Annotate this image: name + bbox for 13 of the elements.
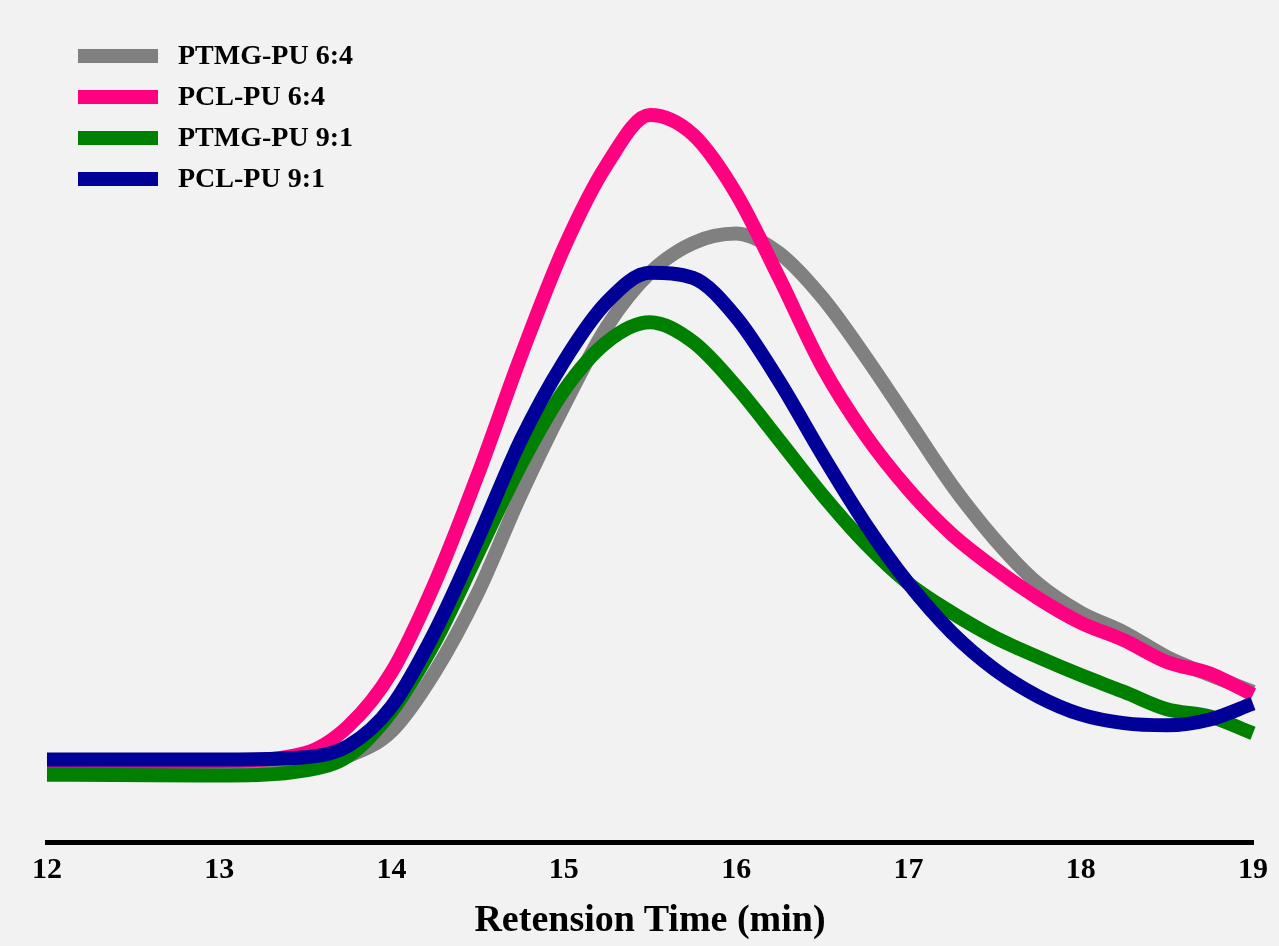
x-tick-label: 13 bbox=[204, 851, 235, 885]
x-axis-title: Retension Time (min) bbox=[474, 897, 826, 941]
x-tick-label: 12 bbox=[32, 851, 62, 885]
legend-label: PCL-PU 9:1 bbox=[178, 162, 325, 194]
x-tick-label: 16 bbox=[721, 851, 752, 885]
x-tick-label: 15 bbox=[548, 851, 579, 885]
legend-label: PTMG-PU 9:1 bbox=[178, 121, 353, 153]
x-tick-label: 18 bbox=[1065, 851, 1096, 885]
x-tick-label: 19 bbox=[1238, 851, 1268, 885]
legend-label: PCL-PU 6:4 bbox=[178, 80, 325, 112]
x-tick-label: 17 bbox=[893, 851, 924, 885]
x-tick-label: 14 bbox=[376, 851, 407, 885]
legend-label: PTMG-PU 6:4 bbox=[178, 39, 353, 71]
